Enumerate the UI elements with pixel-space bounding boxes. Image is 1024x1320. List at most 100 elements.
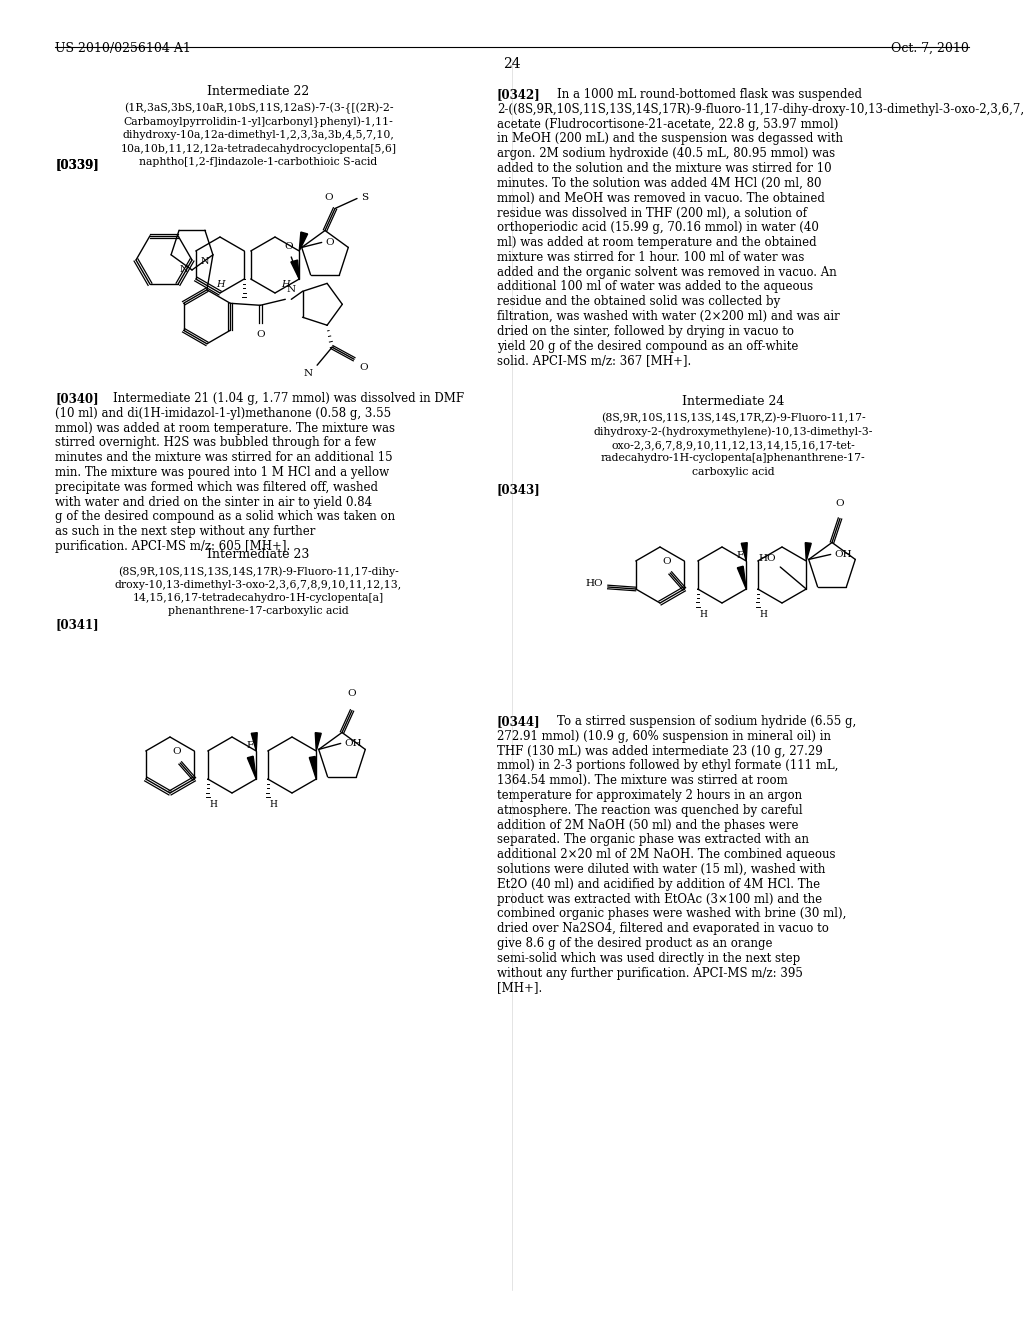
Text: dihydroxy-10a,12a-dimethyl-1,2,3,3a,3b,4,5,7,10,: dihydroxy-10a,12a-dimethyl-1,2,3,3a,3b,4… — [123, 129, 394, 140]
Text: O: O — [359, 363, 368, 372]
Text: Intermediate 21 (1.04 g, 1.77 mmol) was dissolved in DMF: Intermediate 21 (1.04 g, 1.77 mmol) was … — [113, 392, 464, 405]
Text: F: F — [736, 550, 743, 560]
Text: (8S,9R,10S,11S,13S,14S,17R)-9-Fluoro-11,17-dihy-: (8S,9R,10S,11S,13S,14S,17R)-9-Fluoro-11,… — [118, 566, 399, 577]
Text: OH: OH — [345, 739, 362, 748]
Text: (8S,9R,10S,11S,13S,14S,17R,Z)-9-Fluoro-11,17-: (8S,9R,10S,11S,13S,14S,17R,Z)-9-Fluoro-1… — [601, 413, 865, 424]
Text: O: O — [662, 557, 671, 566]
Text: ml) was added at room temperature and the obtained: ml) was added at room temperature and th… — [497, 236, 816, 249]
Text: 2-((8S,9R,10S,11S,13S,14S,17R)-9-fluoro-11,17-dihy-droxy-10,13-dimethyl-3-oxo-2,: 2-((8S,9R,10S,11S,13S,14S,17R)-9-fluoro-… — [497, 103, 1024, 116]
Text: phenanthrene-17-carboxylic acid: phenanthrene-17-carboxylic acid — [168, 606, 349, 616]
Text: minutes and the mixture was stirred for an additional 15: minutes and the mixture was stirred for … — [55, 451, 392, 465]
Text: N: N — [201, 257, 209, 265]
Text: 24: 24 — [503, 57, 521, 71]
Text: give 8.6 g of the desired product as an orange: give 8.6 g of the desired product as an … — [497, 937, 772, 950]
Text: residue was dissolved in THF (200 ml), a solution of: residue was dissolved in THF (200 ml), a… — [497, 206, 807, 219]
Text: filtration, was washed with water (2×200 ml) and was air: filtration, was washed with water (2×200… — [497, 310, 840, 323]
Text: [0341]: [0341] — [55, 618, 98, 631]
Text: residue and the obtained solid was collected by: residue and the obtained solid was colle… — [497, 296, 780, 308]
Text: mixture was stirred for 1 hour. 100 ml of water was: mixture was stirred for 1 hour. 100 ml o… — [497, 251, 805, 264]
Text: [0339]: [0339] — [55, 158, 98, 172]
Text: Carbamoylpyrrolidin-1-yl]carbonyl}phenyl)-1,11-: Carbamoylpyrrolidin-1-yl]carbonyl}phenyl… — [124, 116, 393, 128]
Text: droxy-10,13-dimethyl-3-oxo-2,3,6,7,8,9,10,11,12,13,: droxy-10,13-dimethyl-3-oxo-2,3,6,7,8,9,1… — [115, 579, 402, 590]
Text: 272.91 mmol) (10.9 g, 60% suspension in mineral oil) in: 272.91 mmol) (10.9 g, 60% suspension in … — [497, 730, 831, 743]
Text: H: H — [216, 280, 224, 289]
Text: stirred overnight. H2S was bubbled through for a few: stirred overnight. H2S was bubbled throu… — [55, 437, 376, 449]
Text: solid. APCI-MS m/z: 367 [MH+].: solid. APCI-MS m/z: 367 [MH+]. — [497, 354, 691, 367]
Text: without any further purification. APCI-MS m/z: 395: without any further purification. APCI-M… — [497, 966, 803, 979]
Text: THF (130 mL) was added intermediate 23 (10 g, 27.29: THF (130 mL) was added intermediate 23 (… — [497, 744, 822, 758]
Polygon shape — [248, 756, 256, 779]
Text: carboxylic acid: carboxylic acid — [691, 467, 774, 477]
Text: 10a,10b,11,12,12a-tetradecahydrocyclopenta[5,6]: 10a,10b,11,12,12a-tetradecahydrocyclopen… — [121, 144, 396, 153]
Text: H: H — [281, 280, 289, 289]
Text: O: O — [284, 242, 293, 251]
Text: O: O — [836, 499, 845, 507]
Text: purification. APCI-MS m/z: 605 [MH+].: purification. APCI-MS m/z: 605 [MH+]. — [55, 540, 290, 553]
Text: temperature for approximately 2 hours in an argon: temperature for approximately 2 hours in… — [497, 789, 802, 803]
Text: HO: HO — [585, 579, 603, 589]
Text: dihydroxy-2-(hydroxymethylene)-10,13-dimethyl-3-: dihydroxy-2-(hydroxymethylene)-10,13-dim… — [593, 426, 872, 437]
Text: N: N — [179, 265, 188, 275]
Text: In a 1000 mL round-bottomed flask was suspended: In a 1000 mL round-bottomed flask was su… — [557, 88, 862, 102]
Text: F: F — [247, 741, 254, 750]
Text: product was extracted with EtOAc (3×100 ml) and the: product was extracted with EtOAc (3×100 … — [497, 892, 822, 906]
Text: (10 ml) and di(1H-imidazol-1-yl)methanone (0.58 g, 3.55: (10 ml) and di(1H-imidazol-1-yl)methanon… — [55, 407, 391, 420]
Text: mmol) and MeOH was removed in vacuo. The obtained: mmol) and MeOH was removed in vacuo. The… — [497, 191, 825, 205]
Text: added to the solution and the mixture was stirred for 10: added to the solution and the mixture wa… — [497, 162, 831, 176]
Text: atmosphere. The reaction was quenched by careful: atmosphere. The reaction was quenched by… — [497, 804, 803, 817]
Text: HO: HO — [759, 554, 776, 564]
Text: [0343]: [0343] — [497, 483, 541, 496]
Text: naphtho[1,2-f]indazole-1-carbothioic S-acid: naphtho[1,2-f]indazole-1-carbothioic S-a… — [139, 157, 378, 168]
Text: O: O — [172, 747, 180, 756]
Text: min. The mixture was poured into 1 M HCl and a yellow: min. The mixture was poured into 1 M HCl… — [55, 466, 389, 479]
Text: additional 100 ml of water was added to the aqueous: additional 100 ml of water was added to … — [497, 280, 813, 293]
Text: mmol) in 2-3 portions followed by ethyl formate (111 mL,: mmol) in 2-3 portions followed by ethyl … — [497, 759, 839, 772]
Text: yield 20 g of the desired compound as an off-white: yield 20 g of the desired compound as an… — [497, 339, 799, 352]
Text: oxo-2,3,6,7,8,9,10,11,12,13,14,15,16,17-tet-: oxo-2,3,6,7,8,9,10,11,12,13,14,15,16,17-… — [611, 440, 855, 450]
Text: dried over Na2SO4, filtered and evaporated in vacuo to: dried over Na2SO4, filtered and evaporat… — [497, 923, 828, 935]
Text: [0340]: [0340] — [55, 392, 98, 405]
Text: [0344]: [0344] — [497, 715, 541, 729]
Text: H: H — [269, 800, 278, 809]
Text: OH: OH — [835, 550, 852, 558]
Text: in MeOH (200 mL) and the suspension was degassed with: in MeOH (200 mL) and the suspension was … — [497, 132, 843, 145]
Text: separated. The organic phase was extracted with an: separated. The organic phase was extract… — [497, 833, 809, 846]
Text: O: O — [348, 689, 356, 698]
Polygon shape — [315, 733, 322, 751]
Polygon shape — [805, 543, 811, 561]
Text: To a stirred suspension of sodium hydride (6.55 g,: To a stirred suspension of sodium hydrid… — [557, 715, 856, 729]
Text: solutions were diluted with water (15 ml), washed with: solutions were diluted with water (15 ml… — [497, 863, 825, 876]
Polygon shape — [251, 733, 257, 751]
Text: H: H — [210, 800, 218, 809]
Text: H: H — [760, 610, 768, 619]
Text: mmol) was added at room temperature. The mixture was: mmol) was added at room temperature. The… — [55, 421, 395, 434]
Polygon shape — [741, 543, 748, 561]
Text: orthoperiodic acid (15.99 g, 70.16 mmol) in water (40: orthoperiodic acid (15.99 g, 70.16 mmol)… — [497, 222, 819, 234]
Text: Intermediate 24: Intermediate 24 — [682, 395, 784, 408]
Text: acetate (Fludrocortisone-21-acetate, 22.8 g, 53.97 mmol): acetate (Fludrocortisone-21-acetate, 22.… — [497, 117, 839, 131]
Text: radecahydro-1H-cyclopenta[a]phenanthrene-17-: radecahydro-1H-cyclopenta[a]phenanthrene… — [601, 454, 865, 463]
Text: minutes. To the solution was added 4M HCl (20 ml, 80: minutes. To the solution was added 4M HC… — [497, 177, 821, 190]
Text: H: H — [699, 610, 708, 619]
Text: semi-solid which was used directly in the next step: semi-solid which was used directly in th… — [497, 952, 800, 965]
Text: O: O — [325, 193, 334, 202]
Text: S: S — [361, 193, 368, 202]
Text: additional 2×20 ml of 2M NaOH. The combined aqueous: additional 2×20 ml of 2M NaOH. The combi… — [497, 849, 836, 861]
Text: 1364.54 mmol). The mixture was stirred at room: 1364.54 mmol). The mixture was stirred a… — [497, 775, 787, 787]
Text: [0339]: [0339] — [55, 158, 98, 172]
Text: (1R,3aS,3bS,10aR,10bS,11S,12aS)-7-(3-{[(2R)-2-: (1R,3aS,3bS,10aR,10bS,11S,12aS)-7-(3-{[(… — [124, 103, 393, 115]
Text: g of the desired compound as a solid which was taken on: g of the desired compound as a solid whi… — [55, 511, 395, 524]
Text: argon. 2M sodium hydroxide (40.5 mL, 80.95 mmol) was: argon. 2M sodium hydroxide (40.5 mL, 80.… — [497, 148, 836, 160]
Text: Intermediate 23: Intermediate 23 — [207, 548, 309, 561]
Text: Et2O (40 ml) and acidified by addition of 4M HCl. The: Et2O (40 ml) and acidified by addition o… — [497, 878, 820, 891]
Text: precipitate was formed which was filtered off, washed: precipitate was formed which was filtere… — [55, 480, 378, 494]
Text: addition of 2M NaOH (50 ml) and the phases were: addition of 2M NaOH (50 ml) and the phas… — [497, 818, 799, 832]
Text: as such in the next step without any further: as such in the next step without any fur… — [55, 525, 315, 539]
Text: O: O — [256, 330, 264, 339]
Text: O: O — [326, 238, 334, 247]
Polygon shape — [291, 260, 299, 279]
Text: N: N — [304, 370, 313, 379]
Text: N: N — [287, 285, 296, 294]
Text: with water and dried on the sinter in air to yield 0.84: with water and dried on the sinter in ai… — [55, 495, 372, 508]
Text: dried on the sinter, followed by drying in vacuo to: dried on the sinter, followed by drying … — [497, 325, 794, 338]
